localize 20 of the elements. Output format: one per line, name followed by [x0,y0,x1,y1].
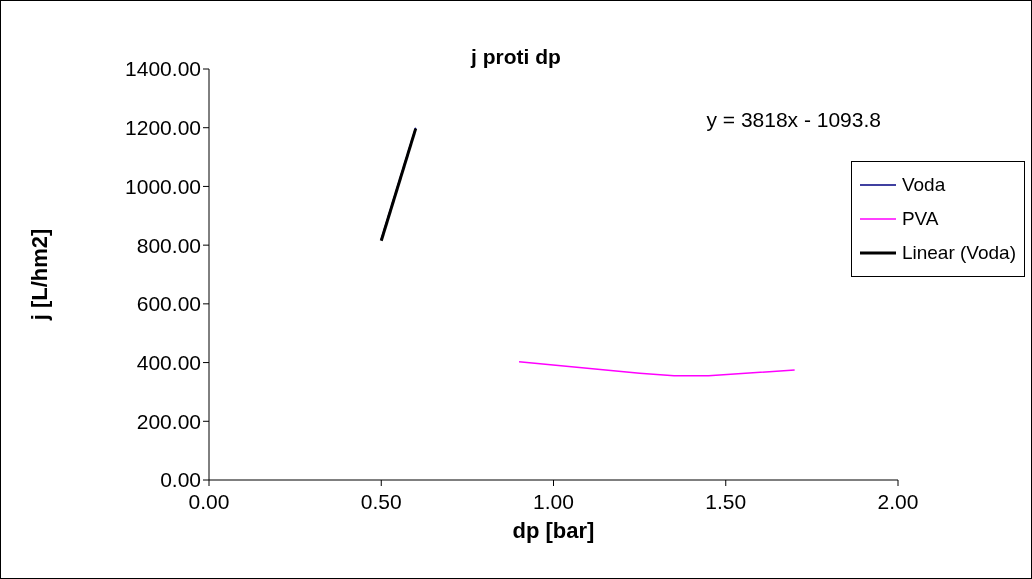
y-tick-label: 0.00 [160,468,201,492]
y-tick-label: 800.00 [136,233,201,257]
y-axis-title: j [L/hm2] [26,228,52,322]
legend-label: Voda [901,174,946,196]
x-tick-label: 0.00 [188,489,230,513]
y-tick-label: 1000.00 [125,174,201,198]
chart-title: j proti dp [471,45,561,68]
x-axis-title: dp [bar] [512,518,595,543]
x-tick-label: 0.50 [360,489,402,513]
legend-label: Linear (Voda) [901,242,1016,264]
y-tick-label: 200.00 [136,409,201,433]
x-tick-label: 1.00 [533,489,574,513]
x-tick-label: 1.50 [705,489,747,513]
y-tick-label: 1400.00 [125,57,201,81]
annotation: y = 3818x - 1093.8 [706,108,881,132]
x-tick-label: 2.00 [877,489,919,513]
legend-label: PVA [901,208,939,230]
y-tick-label: 1200.00 [125,116,201,140]
y-tick-label: 400.00 [136,351,201,375]
y-tick-label: 600.00 [136,292,201,316]
